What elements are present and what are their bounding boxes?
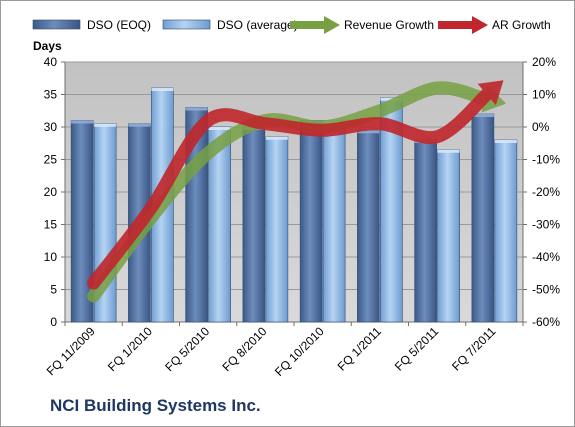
legend-label: Revenue Growth (344, 18, 434, 32)
x-tick-label: FQ 1/2010 (105, 324, 155, 374)
y-tick-label: 15 (44, 218, 58, 232)
y2-tick-label: -30% (532, 218, 560, 232)
bar (265, 136, 289, 323)
y2-tick-label: 0% (532, 120, 550, 134)
bar-cap (494, 140, 517, 143)
chart-title: NCI Building Systems Inc. (50, 396, 261, 415)
bar-cap (208, 127, 231, 130)
y-tick-label: 20 (44, 185, 58, 199)
legend-item: DSO (average) (162, 18, 298, 32)
bar (299, 120, 323, 323)
x-tick-label: FQ 7/2011 (449, 324, 499, 374)
bar (322, 120, 346, 323)
legend-item: DSO (EOQ) (32, 18, 151, 32)
x-tick-label: FQ 5/2011 (392, 324, 442, 374)
bar-cap (71, 120, 94, 124)
y-tick-label: 40 (44, 55, 58, 69)
legend-arrowhead (324, 16, 340, 34)
bar (437, 149, 460, 323)
y-tick-label: 10 (44, 250, 58, 264)
y2-tick-label: -50% (532, 283, 560, 297)
growth-arrowhead (477, 80, 504, 106)
y-tick-label: 0 (50, 315, 57, 329)
y-tick-label: 25 (44, 153, 58, 167)
x-tick-label: FQ 10/2010 (272, 324, 327, 379)
growth-line-group (87, 80, 504, 290)
x-tick-label: FQ 1/2011 (335, 324, 385, 374)
bar-cap (357, 130, 380, 134)
legend-swatch (32, 19, 81, 30)
bar-cap (128, 123, 151, 127)
legend-label: AR Growth (492, 18, 551, 32)
y2-tick-label: -60% (532, 315, 560, 329)
bar-cap (437, 149, 460, 153)
growth-line (87, 87, 494, 290)
bar (471, 113, 495, 323)
y-tick-label: 5 (50, 283, 57, 297)
bar-cap (185, 107, 208, 111)
bar (494, 139, 518, 323)
bar (242, 126, 266, 323)
legend-label: DSO (EOQ) (87, 18, 151, 32)
legend-item: Revenue Growth (290, 16, 434, 34)
y-axis-title: Days (33, 39, 62, 53)
y2-tick-label: 20% (532, 55, 556, 69)
x-tick-label: FQ 11/2009 (44, 324, 98, 378)
bar-cap (151, 88, 174, 91)
y2-tick-label: -10% (532, 153, 560, 167)
y2-tick-label: -20% (532, 185, 560, 199)
y2-tick-label: -40% (532, 250, 560, 264)
legend-label: DSO (average) (217, 18, 298, 32)
legend-item: AR Growth (438, 16, 551, 34)
x-tick-label: FQ 8/2010 (220, 324, 270, 374)
legend-swatch (162, 19, 211, 30)
y2-tick-label: 10% (532, 88, 556, 102)
legend-arrowhead (472, 16, 488, 34)
bar (414, 139, 437, 323)
y-tick-label: 35 (44, 88, 58, 102)
bar-cap (265, 136, 288, 140)
bar (357, 129, 380, 323)
bar-cap (471, 114, 494, 117)
x-tick-label: FQ 5/2010 (162, 324, 212, 374)
bar-cap (94, 123, 117, 127)
y-tick-label: 30 (44, 120, 58, 134)
